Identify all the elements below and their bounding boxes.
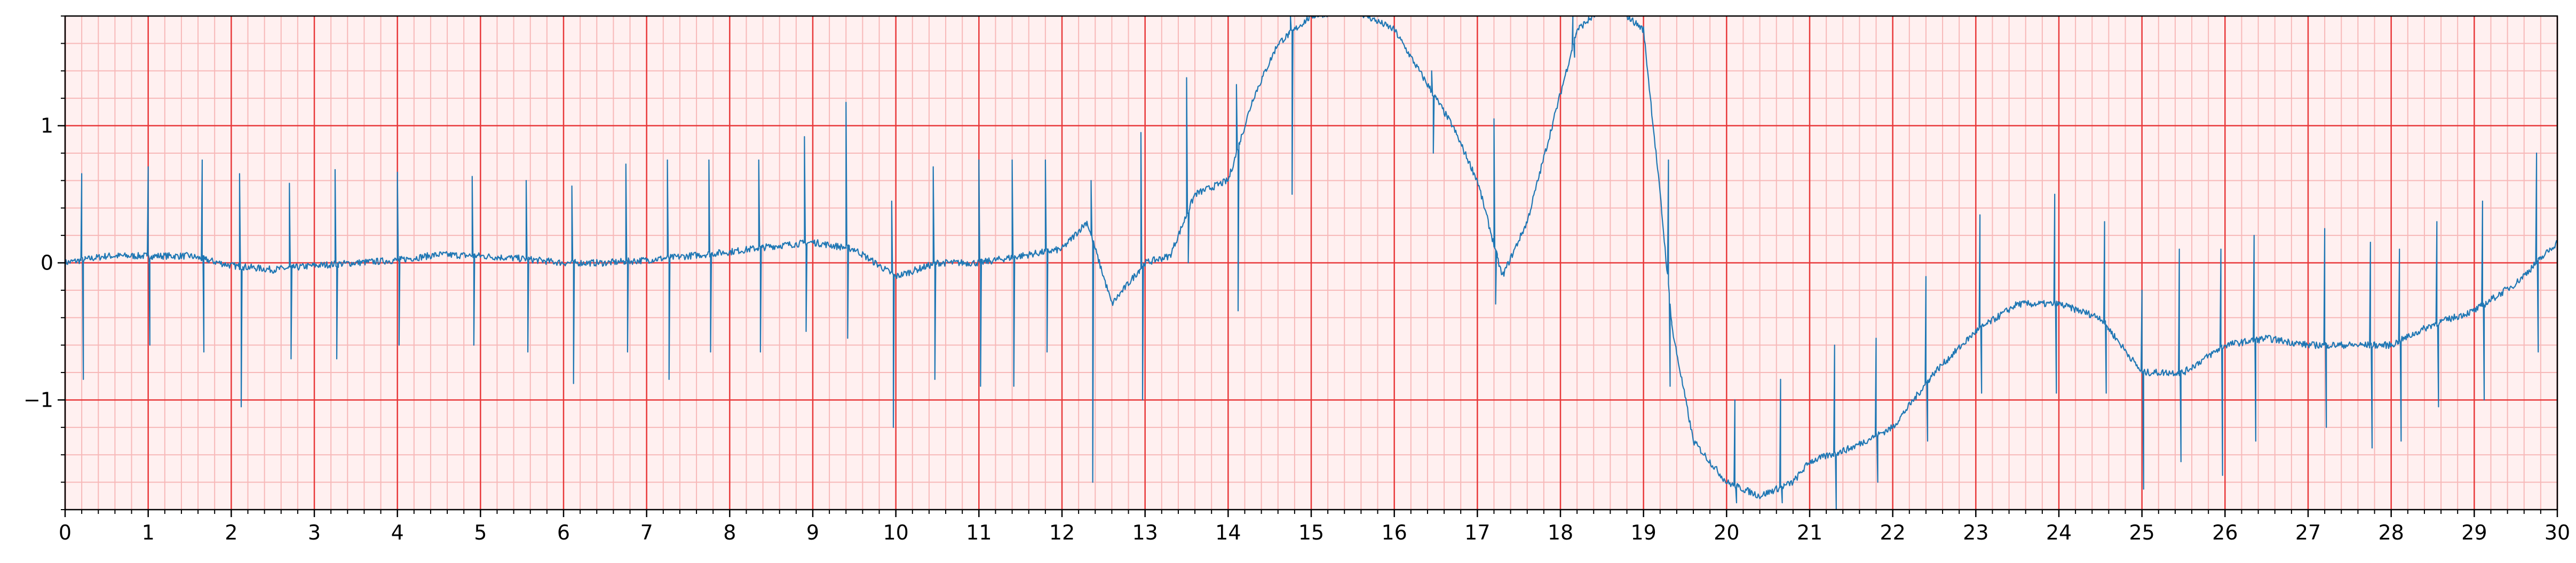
x-tick-label: 22 xyxy=(1880,521,1905,544)
x-tick-label: 30 xyxy=(2545,521,2570,544)
x-tick-label: 9 xyxy=(806,521,819,544)
x-tick-label: 6 xyxy=(557,521,570,544)
x-tick-label: 18 xyxy=(1548,521,1573,544)
x-tick-label: 20 xyxy=(1714,521,1739,544)
x-tick-label: 26 xyxy=(2212,521,2238,544)
x-tick-label: 24 xyxy=(2046,521,2072,544)
y-tick-label: 1 xyxy=(41,114,53,138)
x-axis: 0 1 2 3 4 5 6 7 8 9 10 11 12 13 14 15 16 17 18 19 20 21 22 23 24… xyxy=(59,510,2570,544)
x-tick-label: 8 xyxy=(723,521,736,544)
x-tick-label: 5 xyxy=(474,521,487,544)
x-tick-label: 7 xyxy=(640,521,653,544)
x-tick-label: 16 xyxy=(1381,521,1407,544)
x-tick-label: 4 xyxy=(391,521,404,544)
x-tick-label: 2 xyxy=(225,521,237,544)
x-tick-label: 11 xyxy=(966,521,992,544)
y-tick-label: −1 xyxy=(23,388,53,411)
x-tick-label: 17 xyxy=(1464,521,1490,544)
x-tick-label: 3 xyxy=(308,521,321,544)
x-tick-label: 23 xyxy=(1963,521,1988,544)
x-tick-label: 27 xyxy=(2295,521,2321,544)
ecg-trace xyxy=(65,16,2557,510)
x-tick-label: 29 xyxy=(2461,521,2487,544)
x-tick-label: 25 xyxy=(2129,521,2154,544)
x-tick-label: 12 xyxy=(1049,521,1075,544)
x-tick-label: 10 xyxy=(883,521,908,544)
x-tick-label: 28 xyxy=(2378,521,2404,544)
x-tick-label: 21 xyxy=(1797,521,1822,544)
x-tick-label: 13 xyxy=(1132,521,1158,544)
x-tick-label: 19 xyxy=(1630,521,1656,544)
x-tick-label: 15 xyxy=(1298,521,1324,544)
y-tick-label: 0 xyxy=(41,251,53,275)
x-tick-label: 1 xyxy=(142,521,155,544)
x-tick-label: 14 xyxy=(1215,521,1241,544)
ecg-series xyxy=(65,16,2557,510)
x-tick-label: 0 xyxy=(59,521,72,544)
y-axis: 1 0 −1 xyxy=(23,15,65,510)
